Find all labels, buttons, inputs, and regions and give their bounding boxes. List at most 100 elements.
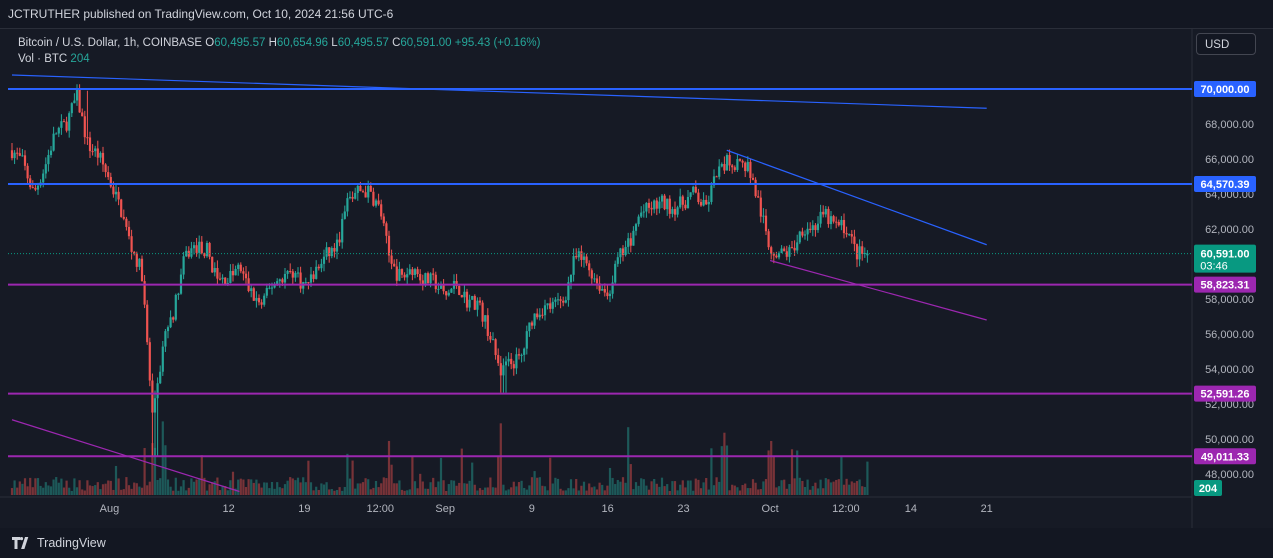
candle xyxy=(533,313,536,329)
candle xyxy=(169,310,172,329)
candle xyxy=(650,201,653,216)
candle xyxy=(354,187,357,200)
volume-bar xyxy=(213,481,216,495)
candle xyxy=(715,175,718,178)
candle xyxy=(91,144,94,156)
candle xyxy=(567,276,570,307)
candle xyxy=(403,272,406,281)
symbol-label[interactable]: Bitcoin / U.S. Dollar, 1h, COINBASE xyxy=(18,37,203,49)
volume-bar xyxy=(26,486,29,495)
candle xyxy=(325,242,328,260)
candle xyxy=(806,222,809,241)
volume-bar xyxy=(47,485,50,495)
candle xyxy=(460,294,463,298)
volume-bar xyxy=(458,482,461,495)
candle xyxy=(783,246,786,252)
candle xyxy=(777,251,781,260)
time-tick-label: 19 xyxy=(298,503,310,515)
price-tick-label: 68,000.00 xyxy=(1205,119,1254,131)
candle xyxy=(60,114,63,135)
volume-bar xyxy=(538,477,541,495)
volume-bar xyxy=(237,479,240,495)
candle xyxy=(75,84,79,106)
volume-bar xyxy=(75,487,79,495)
volume-bar xyxy=(484,487,487,495)
volume-bar xyxy=(393,483,396,495)
candle xyxy=(208,241,211,260)
volume-bar xyxy=(109,480,112,495)
candle xyxy=(681,194,684,212)
candle xyxy=(580,245,583,267)
volume-bar xyxy=(666,484,669,495)
candle xyxy=(481,300,484,327)
volume-bar xyxy=(203,477,206,495)
candle xyxy=(408,264,411,276)
volume-bar xyxy=(156,479,159,495)
candle xyxy=(819,204,822,228)
volume-bar xyxy=(731,484,734,495)
candle xyxy=(725,153,729,171)
volume-bar xyxy=(143,448,146,495)
candle xyxy=(601,284,604,291)
open-value: 60,495.57 xyxy=(214,37,266,49)
candle xyxy=(731,164,734,174)
volume-bar xyxy=(455,485,458,495)
volume-bar xyxy=(289,477,292,495)
price-tick-label: 62,000.00 xyxy=(1205,224,1254,236)
volume-bar xyxy=(94,485,97,495)
change-value: +95.43 (+0.16%) xyxy=(454,37,541,49)
volume-bar xyxy=(419,473,422,495)
candle xyxy=(556,292,560,306)
candle xyxy=(504,356,508,393)
volume-bar xyxy=(710,448,713,495)
volume-bar xyxy=(848,484,851,495)
candle xyxy=(634,222,638,236)
volume-bar xyxy=(122,489,125,495)
volume-bar xyxy=(850,481,853,495)
volume-bar xyxy=(36,478,40,495)
volume-bar xyxy=(668,490,671,495)
volume-bar xyxy=(330,489,333,495)
currency-button[interactable]: USD xyxy=(1196,33,1256,55)
candle xyxy=(192,241,196,255)
volume-label[interactable]: Vol · BTC xyxy=(18,53,68,65)
volume-bar xyxy=(361,482,365,495)
candle xyxy=(315,260,318,280)
candle xyxy=(65,116,68,133)
volume-bar xyxy=(468,480,471,495)
candle xyxy=(458,285,461,296)
chart-frame[interactable] xyxy=(0,28,1273,529)
candle xyxy=(738,158,742,162)
volume-bar xyxy=(112,489,115,495)
volume-bar xyxy=(751,479,755,495)
volume-bar xyxy=(536,477,539,495)
tradingview-logo[interactable]: TradingView xyxy=(12,534,106,552)
volume-bar xyxy=(575,479,578,495)
volume-bar xyxy=(426,488,430,495)
time-tick-label: 12 xyxy=(222,503,234,515)
volume-bar xyxy=(148,481,151,495)
volume-bar xyxy=(429,482,432,495)
volume-bar xyxy=(647,489,651,495)
volume-bar xyxy=(588,483,591,495)
horizontal-level-label: 49,011.33 xyxy=(1201,451,1249,463)
volume-bar xyxy=(268,488,271,495)
volume-bar xyxy=(117,478,120,495)
candle xyxy=(442,279,445,295)
candle xyxy=(614,260,617,285)
volume-bar xyxy=(68,487,71,495)
candle xyxy=(489,331,492,343)
volume-bar xyxy=(629,464,632,495)
volume-bar xyxy=(146,485,149,495)
volume-bar xyxy=(660,477,664,495)
horizontal-level-label: 70,000.00 xyxy=(1201,84,1250,96)
candle xyxy=(96,140,99,166)
candle xyxy=(575,248,578,260)
high-label: H xyxy=(268,37,277,49)
time-tick-label: 16 xyxy=(602,503,614,515)
volume-bar xyxy=(278,487,281,495)
volume-bar xyxy=(790,449,794,495)
volume-bar xyxy=(445,490,448,495)
volume-bar xyxy=(172,490,175,495)
